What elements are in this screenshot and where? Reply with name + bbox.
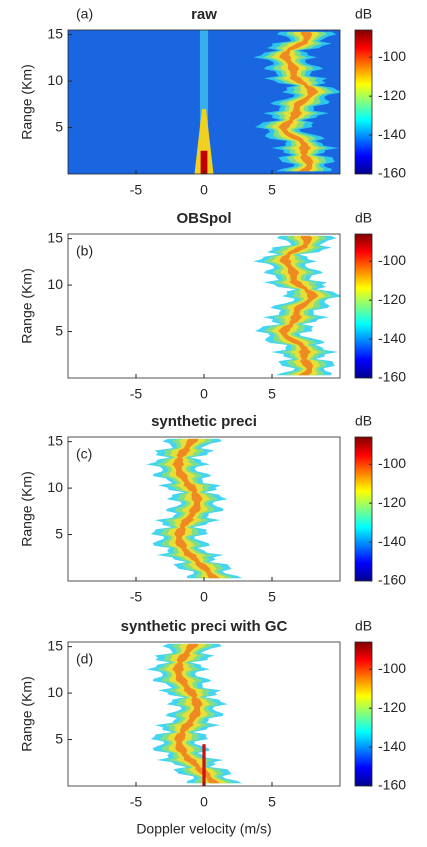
colorbar-label: dB	[355, 413, 372, 429]
colorbar-label: dB	[355, 618, 372, 634]
colorbar-tick-label: -160	[378, 165, 406, 181]
colorbar-tick-label: -160	[378, 369, 406, 385]
spectral-band	[172, 438, 220, 579]
ground-clutter	[194, 108, 214, 174]
y-tick-label: 10	[47, 276, 63, 292]
x-tick-label: -5	[130, 386, 143, 402]
colorbar-tick-label: -160	[378, 777, 406, 793]
y-axis-label: Range (Km)	[19, 471, 35, 546]
y-tick-label: 10	[47, 684, 63, 700]
plot-area	[68, 30, 340, 174]
y-axis-label: Range (Km)	[19, 676, 35, 751]
colorbar-tick-label: -120	[378, 291, 406, 307]
y-tick-label: 15	[47, 432, 63, 448]
colorbar-tick-label: -120	[378, 494, 406, 510]
colorbar-label: dB	[355, 6, 372, 22]
colorbar-tick-label: -140	[378, 330, 406, 346]
panel-label: (b)	[76, 243, 93, 259]
colorbar-tick-label: -140	[378, 738, 406, 754]
plot-area	[146, 438, 243, 579]
colorbar-tick-label: -100	[378, 252, 406, 268]
y-tick-label: 10	[47, 479, 63, 495]
colorbar-tick-label: -120	[378, 87, 406, 103]
y-tick-label: 15	[47, 25, 63, 41]
panel-label: (c)	[76, 446, 92, 462]
y-axis-label: Range (Km)	[19, 268, 35, 343]
plot-area	[253, 235, 340, 376]
colorbar-tick-label: -160	[378, 572, 406, 588]
colorbar-tick-label: -120	[378, 699, 406, 715]
colorbar-label: dB	[355, 210, 372, 226]
y-tick-label: 5	[55, 525, 63, 541]
colorbar	[354, 641, 373, 787]
colorbar-tick-label: -140	[378, 126, 406, 142]
colorbar-tick-label: -100	[378, 455, 406, 471]
x-axis-label: Doppler velocity (m/s)	[136, 821, 271, 837]
spectral-band	[172, 643, 220, 784]
ground-clutter-core	[202, 744, 206, 786]
panel-label: (a)	[76, 6, 93, 22]
chart-title: synthetic preci with GC	[121, 618, 288, 635]
x-tick-label: 5	[268, 794, 276, 810]
spectral-band	[278, 235, 319, 376]
x-tick-label: -5	[130, 794, 143, 810]
y-tick-label: 5	[55, 322, 63, 338]
x-tick-label: 5	[268, 386, 276, 402]
y-tick-label: 10	[47, 72, 63, 88]
colorbar	[354, 233, 373, 379]
zero-line-echo	[199, 30, 209, 174]
chart-title: raw	[191, 6, 217, 23]
plot-area	[146, 643, 243, 786]
x-tick-label: 0	[200, 794, 208, 810]
chart-title: synthetic preci	[151, 413, 257, 430]
spectral-band	[278, 31, 319, 172]
x-tick-label: 0	[200, 386, 208, 402]
y-tick-label: 5	[55, 730, 63, 746]
colorbar-tick-label: -100	[378, 48, 406, 64]
panel-label: (d)	[76, 651, 93, 667]
x-tick-label: -5	[130, 182, 143, 198]
colorbar	[354, 29, 373, 175]
y-tick-label: 15	[47, 637, 63, 653]
colorbar-tick-label: -140	[378, 533, 406, 549]
colorbar-tick-label: -100	[378, 660, 406, 676]
x-tick-label: 0	[200, 182, 208, 198]
x-tick-label: 5	[268, 589, 276, 605]
chart-title: OBSpol	[177, 210, 232, 227]
x-tick-label: 0	[200, 589, 208, 605]
colorbar	[354, 436, 373, 582]
y-tick-label: 15	[47, 229, 63, 245]
y-tick-label: 5	[55, 118, 63, 134]
ground-clutter-core	[200, 150, 208, 174]
y-axis-label: Range (Km)	[19, 64, 35, 139]
x-tick-label: 5	[268, 182, 276, 198]
x-tick-label: -5	[130, 589, 143, 605]
